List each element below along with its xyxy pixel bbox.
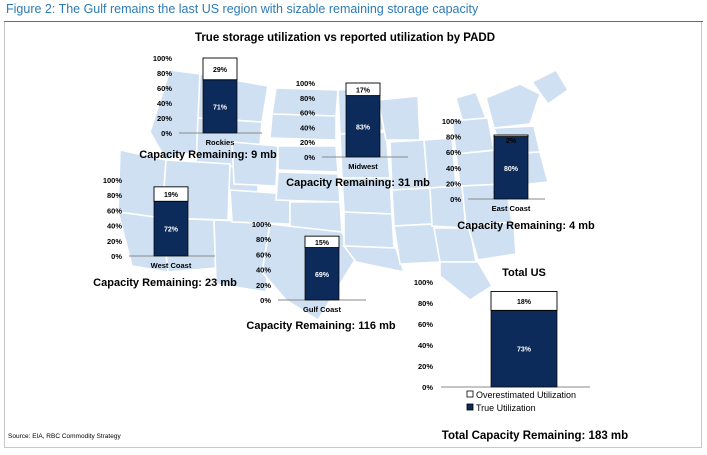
y-tick-label: 20%: [418, 362, 433, 371]
data-label-over: 2%: [506, 138, 517, 145]
bar-overestimated-utilization: [153, 186, 189, 202]
map-state: [393, 223, 441, 265]
y-tick-label: 0%: [450, 195, 461, 204]
data-label-true: 69%: [315, 272, 330, 279]
y-tick-label: 100%: [153, 54, 173, 63]
y-tick-label: 60%: [418, 320, 433, 329]
title-rule: [4, 21, 703, 22]
map-state: [269, 113, 337, 141]
y-tick-label: 60%: [157, 84, 172, 93]
data-label-over: 19%: [164, 192, 179, 199]
map-state: [439, 261, 494, 301]
legend-swatch-overestimated: [466, 390, 474, 398]
y-tick-label: 0%: [111, 252, 122, 261]
category-label: West Coast: [151, 261, 192, 270]
y-tick-label: 40%: [256, 266, 271, 275]
map-state: [231, 141, 279, 187]
y-tick-label: 100%: [103, 176, 123, 185]
bar-true-utilization: [202, 79, 238, 134]
y-tick-label: 40%: [300, 123, 315, 132]
y-tick-label: 0%: [260, 296, 271, 305]
data-label-over: 15%: [315, 240, 330, 247]
figure-frame: [4, 22, 702, 448]
legend-label-overestimated: Overestimated Utilization: [476, 390, 576, 400]
capacity-remaining-label: Capacity Remaining: 4 mb: [457, 220, 595, 232]
data-label-true: 83%: [356, 124, 371, 131]
y-tick-label: 80%: [300, 94, 315, 103]
y-tick-label: 80%: [446, 133, 461, 142]
legend-swatch-true: [466, 403, 474, 411]
y-tick-label: 20%: [256, 281, 271, 290]
y-tick-label: 80%: [418, 299, 433, 308]
category-label: Gulf Coast: [303, 305, 341, 314]
y-tick-label: 60%: [300, 109, 315, 118]
map-state: [530, 68, 570, 106]
capacity-remaining-label: Capacity Remaining: 31 mb: [286, 177, 430, 189]
map-state: [391, 187, 433, 227]
bar-overestimated-utilization: [493, 134, 529, 138]
map-state: [343, 211, 395, 249]
y-tick-label: 100%: [252, 220, 272, 229]
capacity-remaining-label: Capacity Remaining: 116 mb: [246, 320, 395, 332]
y-tick-label: 60%: [446, 148, 461, 157]
y-tick-label: 100%: [296, 79, 316, 88]
y-tick-label: 0%: [161, 129, 172, 138]
source-note: Source: EIA, RBC Commodity Strategy: [8, 433, 121, 440]
data-label-over: 29%: [213, 67, 228, 74]
category-label: East Coast: [492, 204, 531, 213]
category-label: Midwest: [348, 162, 378, 171]
bar-overestimated-utilization: [490, 291, 558, 311]
bar-true-utilization: [345, 95, 381, 158]
y-tick-label: 20%: [107, 237, 122, 246]
y-tick-label: 80%: [256, 235, 271, 244]
capacity-remaining-label: Capacity Remaining: 9 mb: [139, 149, 277, 161]
y-tick-label: 40%: [446, 164, 461, 173]
y-tick-label: 60%: [256, 250, 271, 259]
y-tick-label: 100%: [414, 278, 434, 287]
y-tick-label: 40%: [107, 222, 122, 231]
capacity-remaining-label: Total Capacity Remaining: 183 mb: [442, 430, 628, 442]
figure-title: Figure 2: The Gulf remains the last US r…: [6, 2, 479, 16]
data-label-true: 80%: [504, 166, 519, 173]
y-tick-label: 0%: [304, 153, 315, 162]
bar-overestimated-utilization: [304, 235, 340, 249]
data-label-over: 18%: [517, 299, 532, 306]
y-tick-label: 80%: [107, 191, 122, 200]
capacity-remaining-label: Capacity Remaining: 23 mb: [93, 277, 237, 289]
y-tick-label: 0%: [422, 383, 433, 392]
y-tick-label: 20%: [446, 179, 461, 188]
y-tick-label: 60%: [107, 206, 122, 215]
map-state: [485, 83, 541, 129]
map-state: [277, 145, 339, 173]
data-label-true: 72%: [164, 227, 179, 234]
map-state: [466, 221, 517, 261]
legend-label-true: True Utilization: [476, 403, 536, 413]
y-tick-label: 40%: [418, 341, 433, 350]
map-state: [377, 95, 421, 141]
map-state: [342, 245, 406, 274]
y-tick-label: 20%: [157, 114, 172, 123]
category-label: Rockies: [206, 138, 235, 147]
data-label-true: 71%: [213, 104, 228, 111]
data-label-over: 17%: [356, 87, 371, 94]
chart-title: True storage utilization vs reported uti…: [195, 32, 495, 44]
y-tick-label: 100%: [442, 117, 462, 126]
y-tick-label: 20%: [300, 138, 315, 147]
bar-true-utilization: [493, 136, 529, 200]
bar-overestimated-utilization: [202, 57, 238, 81]
panel-heading: Total US: [502, 267, 546, 279]
map-state: [455, 91, 488, 121]
y-tick-label: 40%: [157, 99, 172, 108]
y-tick-label: 80%: [157, 69, 172, 78]
bar-overestimated-utilization: [345, 82, 381, 97]
data-label-true: 73%: [517, 347, 532, 354]
